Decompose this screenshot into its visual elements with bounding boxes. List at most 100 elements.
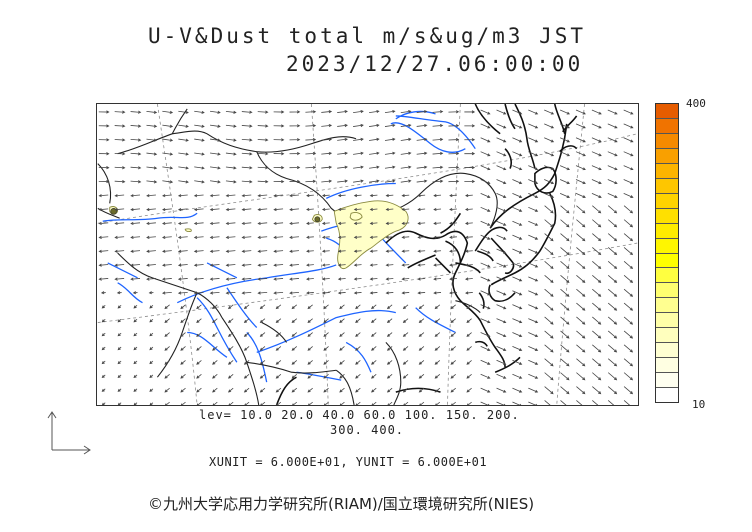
- wind-arrow: [560, 400, 569, 405]
- wind-arrow: [560, 233, 570, 242]
- rivers: [102, 110, 476, 383]
- wind-arrow: [371, 304, 377, 310]
- wind-arrow: [209, 138, 221, 142]
- wind-arrow: [209, 249, 220, 253]
- wind-arrow: [544, 344, 554, 353]
- dust-concentration-contours: [109, 200, 409, 269]
- wind-arrow: [149, 346, 154, 351]
- wind-arrow: [544, 179, 555, 185]
- wind-arrow: [607, 205, 618, 214]
- wind-arrow: [623, 109, 634, 115]
- wind-arrow: [241, 249, 252, 253]
- wind-arrow: [465, 277, 473, 281]
- colorbar-swatch-10: [656, 253, 678, 269]
- wind-arrow: [339, 387, 345, 393]
- colorbar-swatch-8: [656, 223, 678, 239]
- colorbar-max-label: 400: [686, 97, 706, 110]
- wind-arrow: [607, 372, 618, 381]
- wind-arrow: [607, 247, 618, 256]
- wind-arrow: [289, 110, 301, 114]
- wind-arrow: [512, 276, 523, 282]
- wind-arrow: [559, 137, 571, 143]
- wind-arrow: [385, 263, 394, 267]
- wind-arrow: [623, 400, 632, 405]
- wind-arrow: [528, 193, 539, 198]
- wind-arrow: [544, 137, 555, 143]
- wind-arrow: [355, 332, 361, 337]
- wind-arrow: [435, 401, 441, 405]
- wind-arrow: [544, 274, 554, 283]
- wind-arrow: [560, 205, 570, 214]
- wind-arrow: [369, 165, 380, 169]
- wind-arrow: [180, 387, 186, 393]
- wind-arrow: [212, 346, 218, 351]
- wind-arrow: [353, 221, 362, 225]
- colorbar-swatch-9: [656, 238, 678, 254]
- contour-levels-line2: 300. 400.: [330, 423, 405, 437]
- wind-arrow: [114, 235, 125, 239]
- wind-arrow: [496, 179, 507, 185]
- wind-arrow: [607, 302, 618, 311]
- wind-arrow: [371, 387, 377, 393]
- wind-arrow: [180, 332, 186, 337]
- wind-arrow: [259, 332, 266, 337]
- wind-arrow: [178, 124, 189, 128]
- wind-arrow: [512, 373, 523, 379]
- wind-arrow: [177, 221, 188, 226]
- wind-arrow: [607, 123, 618, 129]
- wind-arrow: [164, 332, 170, 337]
- wind-arrow: [402, 360, 409, 365]
- wind-arrow: [575, 151, 586, 157]
- wind-arrow: [607, 400, 617, 405]
- wind-arrow: [164, 401, 170, 405]
- wind-arrow: [307, 332, 313, 337]
- wind-arrow: [164, 360, 170, 365]
- wind-arrow: [623, 193, 634, 198]
- wind-arrow: [162, 235, 172, 239]
- wind-arrow: [480, 179, 491, 185]
- wind-arrow: [592, 288, 602, 297]
- wind-arrow: [193, 291, 204, 295]
- wind-arrow: [576, 302, 586, 311]
- colorbar-swatch-19: [656, 388, 678, 403]
- colorbar-swatch-18: [656, 373, 678, 389]
- wind-arrow: [241, 166, 253, 170]
- wind-arrow: [465, 221, 473, 225]
- wind-arrow: [273, 152, 285, 156]
- wind-arrow: [592, 219, 602, 228]
- wind-arrow: [305, 165, 317, 170]
- wind-arrow: [321, 207, 330, 212]
- wind-arrow: [321, 291, 330, 295]
- wind-arrow: [371, 318, 377, 323]
- wind-arrow: [241, 291, 252, 295]
- wind-arrow: [193, 194, 204, 198]
- wind-arrow: [244, 401, 250, 405]
- wind-arrow: [416, 137, 428, 141]
- wind-arrow: [417, 263, 426, 267]
- wind-arrow: [496, 346, 507, 351]
- contour-levels-line1: lev= 10.0 20.0 40.0 60.0 100. 150. 200.: [199, 408, 520, 422]
- wind-arrow: [162, 249, 172, 253]
- wind-arrow: [194, 124, 205, 128]
- wind-arrow: [512, 151, 523, 157]
- wind-arrow: [243, 332, 250, 337]
- wind-arrow: [417, 193, 426, 198]
- dust-high-concentration-spots: [110, 208, 321, 223]
- wind-arrow: [194, 110, 205, 114]
- wind-arrow: [528, 304, 539, 310]
- wind-arrow: [385, 249, 394, 253]
- wind-arrow: [528, 373, 539, 379]
- colorbar-swatch-11: [656, 268, 678, 284]
- wind-arrow: [289, 277, 299, 281]
- wind-arrow: [337, 277, 346, 281]
- wind-arrow: [417, 235, 426, 239]
- chart-title-line1: U-V&Dust total m/s&ug/m3 JST: [148, 24, 587, 48]
- wind-arrow: [146, 235, 156, 239]
- wind-arrow: [385, 221, 394, 225]
- wind-arrow: [623, 372, 634, 381]
- wind-arrow: [227, 346, 234, 351]
- wind-arrow: [307, 304, 313, 310]
- wind-arrow: [130, 110, 142, 114]
- wind-arrow: [212, 332, 218, 337]
- wind-arrow: [289, 207, 299, 212]
